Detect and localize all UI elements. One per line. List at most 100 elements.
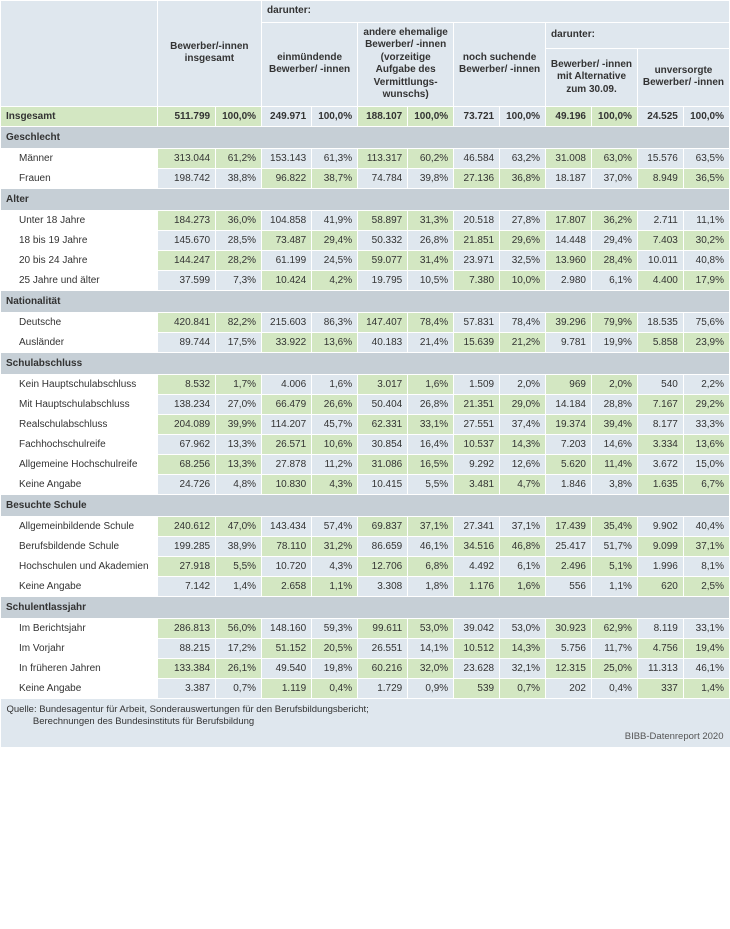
cell-value: 1.729 xyxy=(358,678,408,698)
cell-value: 10.011 xyxy=(637,250,683,270)
cell-percent: 53,0% xyxy=(408,618,454,638)
cell-percent: 29,4% xyxy=(591,230,637,250)
cell-value: 14.448 xyxy=(546,230,592,250)
cell-value: 2.658 xyxy=(262,576,312,596)
cell-percent: 46,8% xyxy=(500,536,546,556)
cell-percent: 4,3% xyxy=(312,474,358,494)
cell-value: 21.351 xyxy=(454,394,500,414)
data-row: Im Berichtsjahr286.81356,0%148.16059,3%9… xyxy=(1,618,730,638)
cell-percent: 11,1% xyxy=(683,210,729,230)
cell-percent: 31,3% xyxy=(408,210,454,230)
cell-percent: 24,5% xyxy=(312,250,358,270)
cell-value: 10.830 xyxy=(262,474,312,494)
cell-value: 153.143 xyxy=(262,148,312,168)
cell-percent: 11,7% xyxy=(591,638,637,658)
cell-value: 60.216 xyxy=(358,658,408,678)
row-label: Allgemeine Hochschulreife xyxy=(1,454,158,474)
cell-value: 13.960 xyxy=(546,250,592,270)
cell-percent: 100,0% xyxy=(683,106,729,126)
cell-percent: 32,0% xyxy=(408,658,454,678)
cell-percent: 13,3% xyxy=(216,454,262,474)
cell-value: 9.781 xyxy=(546,332,592,352)
cell-percent: 14,1% xyxy=(408,638,454,658)
row-label: Hochschulen und Akademien xyxy=(1,556,158,576)
cell-percent: 37,1% xyxy=(683,536,729,556)
cell-value: 1.176 xyxy=(454,576,500,596)
cell-percent: 36,2% xyxy=(591,210,637,230)
cell-value: 49.540 xyxy=(262,658,312,678)
data-row: Deutsche420.84182,2%215.60386,3%147.4077… xyxy=(1,312,730,332)
cell-percent: 31,2% xyxy=(312,536,358,556)
cell-percent: 36,0% xyxy=(216,210,262,230)
cell-value: 74.784 xyxy=(358,168,408,188)
cell-value: 8.949 xyxy=(637,168,683,188)
cell-percent: 32,1% xyxy=(500,658,546,678)
header-corner xyxy=(1,1,158,107)
cell-percent: 30,2% xyxy=(683,230,729,250)
cell-value: 67.962 xyxy=(157,434,215,454)
cell-percent: 11,4% xyxy=(591,454,637,474)
cell-value: 27.551 xyxy=(454,414,500,434)
cell-percent: 29,2% xyxy=(683,394,729,414)
cell-percent: 1,1% xyxy=(591,576,637,596)
cell-value: 17.807 xyxy=(546,210,592,230)
cell-value: 21.851 xyxy=(454,230,500,250)
cell-percent: 5,5% xyxy=(408,474,454,494)
total-row: Insgesamt511.799100,0%249.971100,0%188.1… xyxy=(1,106,730,126)
row-label: Keine Angabe xyxy=(1,678,158,698)
cell-percent: 0,4% xyxy=(591,678,637,698)
cell-percent: 21,4% xyxy=(408,332,454,352)
cell-value: 10.415 xyxy=(358,474,408,494)
cell-value: 37.599 xyxy=(157,270,215,290)
row-label: Ausländer xyxy=(1,332,158,352)
row-label: Berufsbildende Schule xyxy=(1,536,158,556)
cell-percent: 12,6% xyxy=(500,454,546,474)
cell-value: 1.635 xyxy=(637,474,683,494)
cell-percent: 13,3% xyxy=(216,434,262,454)
cell-value: 15.639 xyxy=(454,332,500,352)
cell-value: 25.417 xyxy=(546,536,592,556)
cell-percent: 37,0% xyxy=(591,168,637,188)
cell-percent: 26,1% xyxy=(216,658,262,678)
cell-value: 5.858 xyxy=(637,332,683,352)
cell-value: 20.518 xyxy=(454,210,500,230)
cell-value: 88.215 xyxy=(157,638,215,658)
cell-percent: 32,5% xyxy=(500,250,546,270)
cell-value: 8.177 xyxy=(637,414,683,434)
data-row: Mit Hauptschulabschluss138.23427,0%66.47… xyxy=(1,394,730,414)
cell-value: 1.119 xyxy=(262,678,312,698)
cell-percent: 2,0% xyxy=(591,374,637,394)
cell-value: 14.184 xyxy=(546,394,592,414)
cell-value: 420.841 xyxy=(157,312,215,332)
cell-percent: 61,3% xyxy=(312,148,358,168)
cell-value: 96.822 xyxy=(262,168,312,188)
section-header: Nationalität xyxy=(1,290,730,312)
row-label: 18 bis 19 Jahre xyxy=(1,230,158,250)
cell-value: 59.077 xyxy=(358,250,408,270)
cell-value: 50.332 xyxy=(358,230,408,250)
cell-value: 9.292 xyxy=(454,454,500,474)
cell-percent: 4,2% xyxy=(312,270,358,290)
cell-percent: 75,6% xyxy=(683,312,729,332)
row-label: Männer xyxy=(1,148,158,168)
cell-percent: 31,4% xyxy=(408,250,454,270)
cell-percent: 13,6% xyxy=(312,332,358,352)
cell-percent: 6,7% xyxy=(683,474,729,494)
cell-value: 4.400 xyxy=(637,270,683,290)
cell-percent: 23,9% xyxy=(683,332,729,352)
cell-value: 138.234 xyxy=(157,394,215,414)
data-row: Keine Angabe24.7264,8%10.8304,3%10.4155,… xyxy=(1,474,730,494)
cell-value: 33.922 xyxy=(262,332,312,352)
cell-value: 286.813 xyxy=(157,618,215,638)
cell-percent: 61,2% xyxy=(216,148,262,168)
cell-percent: 0,9% xyxy=(408,678,454,698)
data-row: Frauen198.74238,8%96.82238,7%74.78439,8%… xyxy=(1,168,730,188)
cell-percent: 29,0% xyxy=(500,394,546,414)
cell-percent: 57,4% xyxy=(312,516,358,536)
cell-percent: 1,1% xyxy=(312,576,358,596)
data-row: Kein Hauptschulabschluss8.5321,7%4.0061,… xyxy=(1,374,730,394)
header-col6: unversorgte Bewerber/ -innen xyxy=(637,49,729,106)
cell-value: 89.744 xyxy=(157,332,215,352)
cell-percent: 1,6% xyxy=(312,374,358,394)
cell-percent: 39,4% xyxy=(591,414,637,434)
